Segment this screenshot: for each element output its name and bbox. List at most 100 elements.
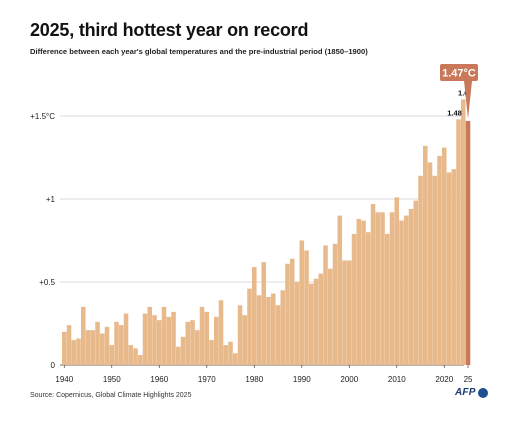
bar-1940 <box>62 331 67 365</box>
bar-1983 <box>266 296 271 365</box>
y-tick-label: +1 <box>46 195 56 204</box>
x-tick-label: 1970 <box>198 375 216 384</box>
bar-1975 <box>228 341 233 365</box>
bar-1981 <box>256 295 262 365</box>
y-tick-label: 0 <box>51 361 56 370</box>
bar-2021 <box>446 172 452 365</box>
bar-1995 <box>323 245 328 365</box>
bar-1955 <box>133 348 138 365</box>
source-note: Source: Copernicus, Global Climate Highl… <box>30 392 192 399</box>
bar-1994 <box>318 273 324 365</box>
bar-1997 <box>332 243 338 365</box>
bars <box>62 99 471 366</box>
bar-1972 <box>214 316 219 365</box>
bar-2015 <box>418 175 423 365</box>
bar-1950 <box>109 345 115 365</box>
bar-1992 <box>309 283 314 365</box>
bar-1941 <box>66 325 72 365</box>
chart-subtitle: Difference between each year's global te… <box>30 47 368 56</box>
bar-2011 <box>399 220 404 365</box>
labels: 0 +0.5 +1 +1.5°C 1940 1950 1960 1970 1980 1990 200… <box>30 64 478 384</box>
bar-1978 <box>242 315 248 365</box>
bar-1974 <box>223 345 229 365</box>
bar-1998 <box>337 215 343 365</box>
bar-2016 <box>423 145 428 365</box>
bar-1970 <box>204 311 210 365</box>
bar-1962 <box>166 316 172 365</box>
bar-1999 <box>342 260 347 365</box>
bar-1948 <box>100 333 105 365</box>
bar-1956 <box>138 355 143 365</box>
bar-1993 <box>313 278 319 365</box>
bar-1996 <box>328 268 333 365</box>
bar-1959 <box>152 315 157 365</box>
bar-2025 <box>465 120 471 365</box>
x-tick-label: 2010 <box>388 375 406 384</box>
bar-2005 <box>370 203 376 365</box>
bar-1960 <box>157 320 162 365</box>
y-tick-label: +1.5°C <box>30 112 55 121</box>
bar-2003 <box>361 220 366 365</box>
bar-1980 <box>252 267 257 365</box>
bar-1953 <box>123 313 129 365</box>
bar-2022 <box>451 169 457 365</box>
bar-1967 <box>190 320 195 365</box>
highlight-label: 1.47°C <box>442 68 476 80</box>
afp-logo-dot-icon <box>478 388 488 398</box>
bar-1969 <box>199 306 205 365</box>
bar-1946 <box>90 330 96 365</box>
bar-2024 <box>461 99 466 366</box>
bar-1979 <box>247 288 252 365</box>
bar-1963 <box>171 311 176 365</box>
bar-1958 <box>147 306 153 365</box>
bar-2017 <box>427 162 433 365</box>
bar-1982 <box>261 262 267 365</box>
bar-1989 <box>294 282 300 365</box>
bar-1961 <box>161 306 167 365</box>
bar-1984 <box>271 293 276 365</box>
bar-2001 <box>351 233 357 365</box>
x-tick-label: 1990 <box>293 375 311 384</box>
chart-title: 2025, third hottest year on record <box>30 20 309 40</box>
bar-1987 <box>285 263 290 365</box>
bar-1965 <box>180 336 186 365</box>
bar-1990 <box>299 240 305 365</box>
bar-2018 <box>432 175 438 365</box>
bar-2019 <box>437 155 442 365</box>
x-tick-label: 1950 <box>103 375 121 384</box>
bar-2009 <box>389 212 395 365</box>
bar-2020 <box>442 147 447 365</box>
bar-1942 <box>71 340 77 365</box>
bar-1947 <box>95 321 100 365</box>
x-tick-label: 25 <box>464 375 473 384</box>
x-tick-label: 1960 <box>150 375 168 384</box>
bar-2014 <box>413 200 419 365</box>
highlight-label-box <box>440 64 478 81</box>
bar-1954 <box>128 345 134 365</box>
bar-2010 <box>394 197 400 365</box>
bar-1977 <box>237 305 243 365</box>
bar-1945 <box>85 330 91 365</box>
bar-1988 <box>290 258 295 365</box>
bar-1976 <box>233 353 238 365</box>
x-tick-label: 1980 <box>245 375 263 384</box>
bar-2012 <box>404 215 409 365</box>
bar-1964 <box>176 346 181 365</box>
bar-1991 <box>304 250 309 365</box>
bar-1971 <box>209 340 214 365</box>
afp-logo-text: AFP <box>455 387 476 398</box>
bar-1986 <box>280 290 286 365</box>
value-label-2024: 1.6 <box>458 88 468 97</box>
bar-2013 <box>408 208 414 365</box>
bar-1957 <box>142 313 148 365</box>
x-tick-label: 2000 <box>340 375 358 384</box>
highlight-pointer <box>464 81 473 119</box>
bar-2000 <box>347 260 352 365</box>
bar-2007 <box>380 212 385 365</box>
bar-2008 <box>385 233 390 365</box>
bar-1951 <box>114 321 119 365</box>
bar-1944 <box>81 306 86 365</box>
bar-1952 <box>119 325 124 365</box>
x-tick-label: 1940 <box>55 375 73 384</box>
